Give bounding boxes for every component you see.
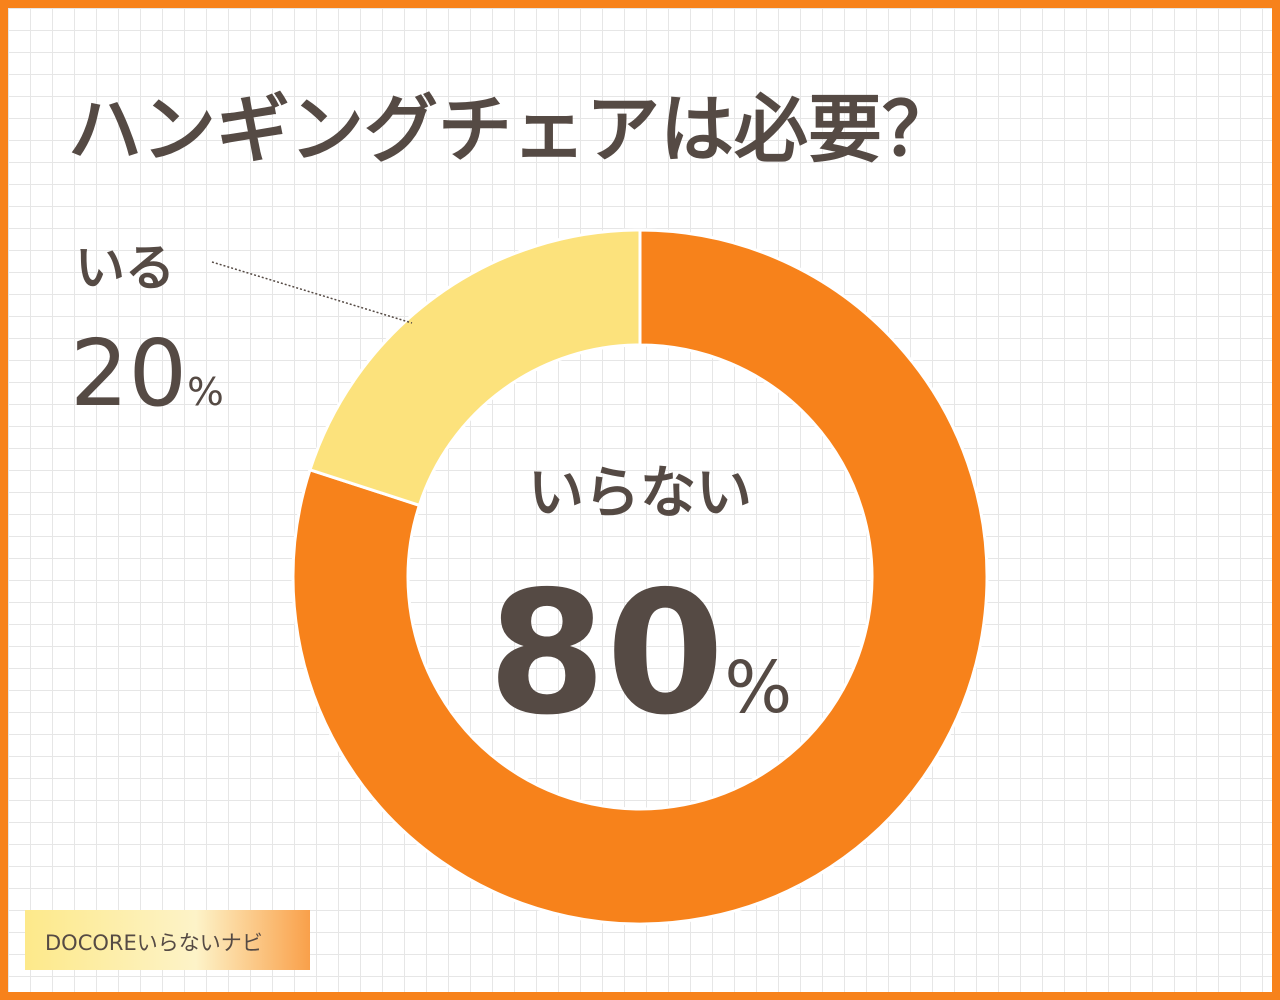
data-label: 20%: [70, 320, 224, 427]
donut-segment: [308, 228, 642, 508]
data-label: 80%: [488, 555, 792, 753]
watermark-box: [25, 910, 310, 970]
watermark: DOCOREいらないナビ: [45, 931, 263, 955]
category-label: いらない: [528, 461, 752, 526]
chart-title: ハンギングチェアは必要？: [68, 87, 956, 173]
category-label: いる: [75, 239, 175, 297]
leader-line: [211, 261, 413, 324]
donut-segment: [291, 228, 989, 926]
